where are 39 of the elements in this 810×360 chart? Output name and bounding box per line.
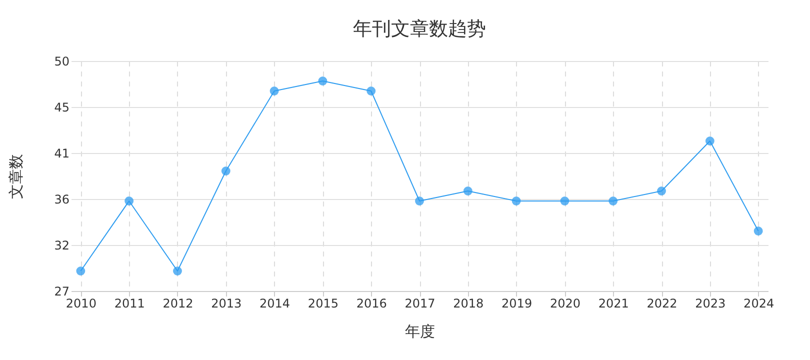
point	[318, 76, 328, 86]
x-tick-label: 2015	[308, 296, 338, 310]
point	[366, 86, 376, 96]
y-tick-label: 50	[54, 54, 70, 68]
x-tick-label: 2024	[744, 296, 774, 310]
y-tick-label: 41	[54, 146, 70, 160]
point	[415, 196, 424, 206]
y-tick-label: 27	[54, 284, 70, 298]
x-tick-label: 2018	[453, 296, 484, 310]
point	[608, 196, 618, 206]
x-tick-label: 2022	[646, 296, 678, 310]
x-tick-label: 2012	[162, 296, 194, 310]
x-tick-label: 2013	[211, 296, 242, 310]
y-tick-label: 36	[54, 192, 70, 206]
x-tick-label: 2019	[502, 296, 532, 310]
x-tick-label: 2020	[550, 296, 580, 310]
point	[512, 196, 521, 206]
y-tick-label: 32	[54, 238, 70, 252]
x-tick-label: 2011	[114, 296, 145, 310]
y-tick-label: 45	[54, 100, 70, 114]
point	[76, 266, 86, 276]
x-tick-label: 2016	[356, 296, 387, 310]
point	[463, 186, 472, 196]
point	[221, 166, 230, 176]
y-axis-title: 文章数	[7, 154, 26, 199]
point	[270, 86, 279, 96]
point	[124, 196, 134, 206]
x-tick-label: 2023	[695, 296, 726, 310]
point	[560, 196, 570, 206]
point	[754, 226, 763, 236]
x-tick-label: 2010	[66, 296, 96, 310]
point	[657, 186, 666, 196]
point	[705, 136, 714, 146]
chart-title: 年刊文章数趋势	[353, 18, 486, 40]
x-tick-label: 2017	[404, 296, 436, 310]
x-tick-label: 2021	[598, 296, 629, 310]
x-tick-label: 2014	[260, 296, 290, 310]
point	[173, 266, 182, 276]
x-axis-title: 年度	[405, 322, 435, 340]
